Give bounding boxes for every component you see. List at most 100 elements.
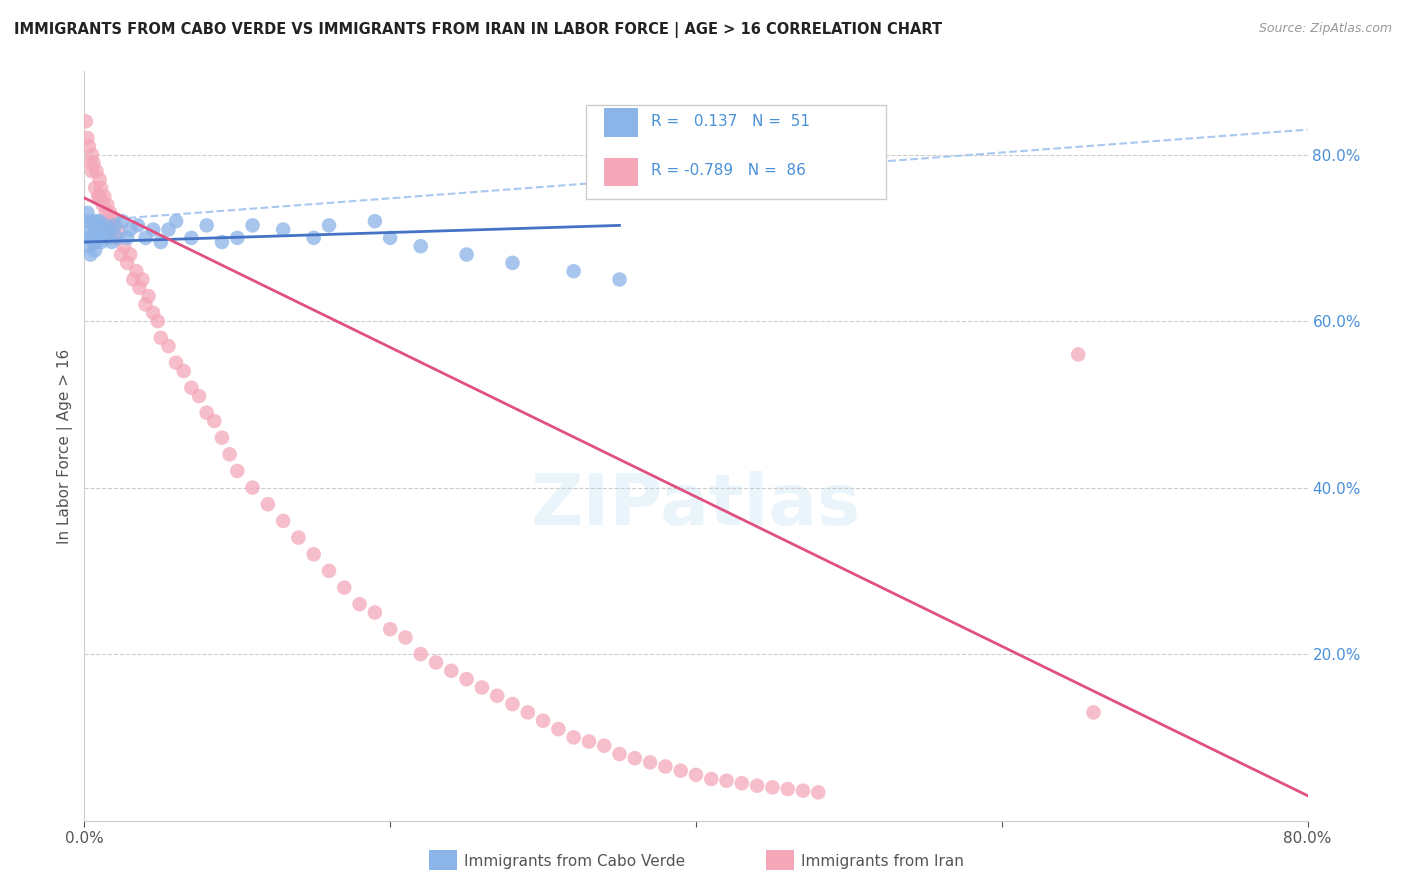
Point [202,414,225,428]
Point [669,764,692,778]
Point [409,647,432,661]
Point [195,219,218,233]
Point [84,181,107,195]
Point [146,314,169,328]
Point [747,779,769,793]
Point [654,759,676,773]
Point [486,689,509,703]
Point [562,731,585,745]
Text: R = -0.789   N =  86: R = -0.789 N = 86 [651,162,806,178]
Point [180,231,202,245]
Point [120,247,142,261]
Point [76,206,98,220]
Point [142,222,165,236]
Point [110,247,132,261]
Point [333,581,356,595]
Point [157,222,180,236]
Point [302,547,325,561]
Point [112,239,135,253]
Point [89,214,111,228]
Y-axis label: In Labor Force | Age > 16: In Labor Force | Age > 16 [58,349,73,543]
Point [624,751,647,765]
Point [471,681,494,695]
FancyBboxPatch shape [586,105,886,199]
Point [97,231,120,245]
Point [609,272,631,286]
Point [180,381,202,395]
Point [257,497,280,511]
Point [86,214,108,228]
Point [90,181,112,195]
Text: ZIPatlas: ZIPatlas [531,472,860,541]
Point [138,289,160,303]
Point [188,389,211,403]
Point [98,206,121,220]
Point [364,606,387,620]
Point [502,697,524,711]
Point [165,356,187,370]
Point [142,306,165,320]
Point [97,214,120,228]
Point [115,256,138,270]
Point [89,231,111,245]
Point [101,222,124,236]
Point [125,264,148,278]
Point [77,239,100,253]
Point [242,219,264,233]
Point [287,531,309,545]
Point [83,219,105,233]
Point [380,231,402,245]
Text: Immigrants from Cabo Verde: Immigrants from Cabo Verde [464,855,685,869]
Point [609,747,631,761]
Point [93,231,115,245]
Point [86,164,108,178]
Point [394,631,416,645]
Point [86,235,108,249]
Point [302,231,325,245]
Point [776,782,799,797]
Point [218,447,240,461]
Point [128,281,150,295]
Point [87,222,110,236]
Point [516,706,538,720]
Point [318,564,340,578]
Point [211,235,233,249]
Point [80,164,103,178]
Point [87,189,110,203]
Point [90,235,112,249]
Point [807,785,830,799]
Point [75,214,97,228]
Text: IMMIGRANTS FROM CABO VERDE VS IMMIGRANTS FROM IRAN IN LABOR FORCE | AGE > 16 COR: IMMIGRANTS FROM CABO VERDE VS IMMIGRANTS… [14,22,942,38]
Point [425,656,447,670]
Point [79,222,101,236]
Point [318,219,340,233]
Point [349,597,371,611]
Point [195,406,218,420]
Point [149,331,172,345]
Point [96,227,118,241]
Point [104,219,127,233]
Point [226,231,249,245]
Point [107,222,129,236]
Point [242,481,264,495]
Point [111,214,134,228]
Point [165,214,187,228]
Point [364,214,387,228]
Point [127,219,149,233]
Point [80,214,103,228]
Point [89,189,111,203]
Point [79,247,101,261]
Point [76,131,98,145]
Point [226,464,249,478]
Point [135,297,157,311]
Point [157,339,180,353]
Point [83,235,105,249]
Point [98,222,121,236]
Point [80,231,103,245]
Point [83,156,105,170]
Point [456,672,478,686]
Point [271,514,294,528]
Point [1083,706,1105,720]
Point [94,219,117,233]
Point [440,664,463,678]
